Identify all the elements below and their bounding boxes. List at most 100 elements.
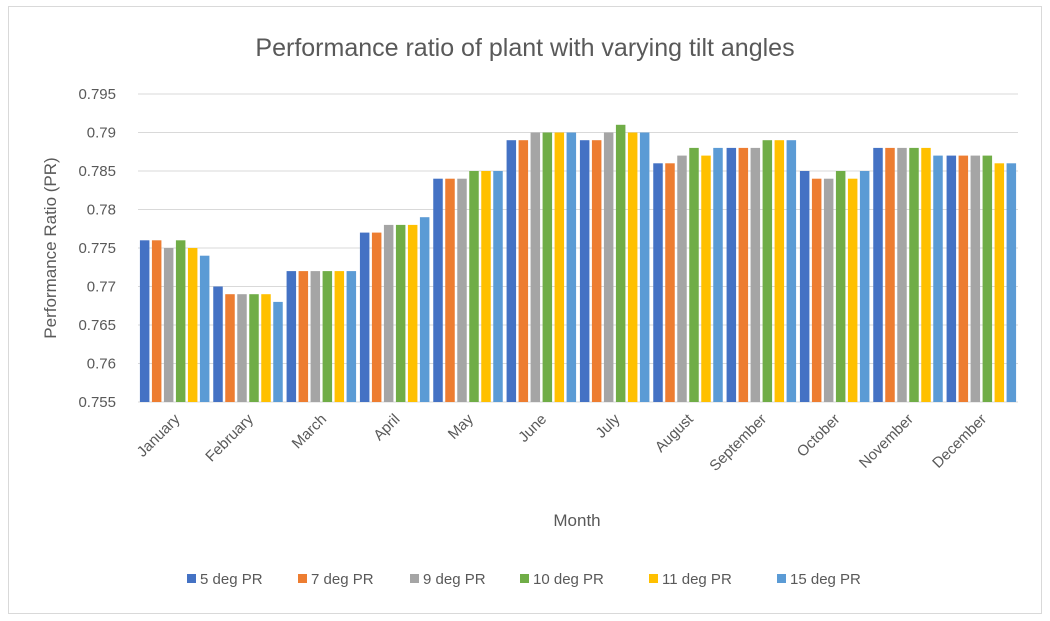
x-tick-label: January (134, 410, 184, 460)
bar (261, 294, 271, 402)
bar (994, 163, 1005, 402)
bar (1006, 163, 1017, 402)
bar (199, 255, 210, 402)
bar (762, 140, 773, 402)
bar (395, 224, 406, 402)
bars (139, 124, 1017, 403)
bar (811, 178, 822, 402)
bar (359, 232, 370, 402)
bar (982, 155, 993, 402)
x-tick-label: August (652, 410, 698, 456)
y-tick-label: 0.755 (78, 394, 116, 411)
legend-swatch (649, 574, 658, 583)
bar (542, 132, 553, 402)
bar (689, 147, 699, 402)
bar (407, 224, 418, 402)
x-axis-ticks: January February March April May June July Augu… (134, 410, 990, 474)
bar (225, 294, 235, 402)
legend-swatch (410, 574, 419, 583)
bar (433, 178, 443, 402)
bar (530, 132, 541, 402)
bar (286, 271, 297, 402)
bar (786, 140, 797, 402)
bar (371, 232, 382, 402)
legend-swatch (520, 574, 529, 583)
bar (627, 132, 638, 402)
bar (493, 171, 503, 402)
bar (554, 132, 565, 402)
bar (909, 147, 919, 402)
y-tick-label: 0.79 (87, 125, 116, 142)
gridlines (138, 93, 1018, 403)
legend: 5 deg PR 7 deg PR 9 deg PR 10 deg PR 11 deg … (187, 571, 861, 588)
bar (579, 140, 590, 402)
bar (615, 124, 626, 403)
bar (946, 155, 957, 402)
legend-item: 11 deg PR (649, 571, 732, 588)
legend-swatch (298, 574, 307, 583)
bar (603, 132, 614, 402)
bar (346, 271, 357, 402)
bar (506, 140, 517, 402)
bar (701, 155, 711, 402)
bar (639, 132, 650, 402)
bar (885, 147, 895, 402)
x-axis-label: Month (553, 511, 600, 530)
bar (481, 171, 491, 402)
x-tick-label: July (593, 410, 624, 441)
bar (873, 147, 883, 402)
y-axis-ticks: 0.755 0.76 0.765 0.77 0.775 0.78 0.785 0.79 0.79… (78, 86, 116, 411)
x-tick-label: April (370, 411, 403, 444)
bar (665, 163, 675, 402)
bar (518, 140, 529, 402)
legend-swatch (187, 574, 196, 583)
legend-label: 5 deg PR (200, 571, 263, 588)
legend-item: 15 deg PR (777, 571, 861, 588)
x-tick-label: October (794, 411, 844, 461)
x-tick-label: June (515, 411, 550, 446)
bar (726, 147, 737, 402)
bar (445, 178, 455, 402)
bar (738, 147, 749, 402)
chart-title: Performance ratio of plant with varying … (255, 34, 794, 62)
bar (933, 155, 943, 402)
bar (653, 163, 663, 402)
x-tick-label: May (445, 410, 477, 442)
legend-label: 10 deg PR (533, 571, 604, 588)
x-tick-label: December (929, 411, 990, 472)
bar (334, 271, 345, 402)
bar (713, 147, 723, 402)
bar (175, 240, 186, 402)
y-tick-label: 0.765 (78, 317, 116, 334)
bar (958, 155, 969, 402)
legend-label: 15 deg PR (790, 571, 861, 588)
bar (774, 140, 785, 402)
bar (139, 240, 150, 402)
y-tick-label: 0.785 (78, 163, 116, 180)
bar (591, 140, 602, 402)
bar (163, 248, 174, 402)
bar (310, 271, 321, 402)
bar (457, 178, 467, 402)
x-tick-label: February (202, 410, 257, 465)
bar (897, 147, 907, 402)
bar (322, 271, 333, 402)
bar (921, 147, 931, 402)
y-tick-label: 0.795 (78, 86, 116, 103)
bar (677, 155, 687, 402)
legend-swatch (777, 574, 786, 583)
bar (823, 178, 834, 402)
bar (419, 217, 430, 402)
x-tick-label: November (856, 411, 917, 472)
legend-item: 7 deg PR (298, 571, 374, 588)
legend-item: 10 deg PR (520, 571, 604, 588)
bar (835, 171, 846, 402)
bar (298, 271, 309, 402)
bar (970, 155, 981, 402)
bar (859, 171, 870, 402)
x-tick-label: September (706, 411, 770, 475)
legend-label: 11 deg PR (662, 571, 732, 588)
bar (237, 294, 247, 402)
bar (566, 132, 577, 402)
